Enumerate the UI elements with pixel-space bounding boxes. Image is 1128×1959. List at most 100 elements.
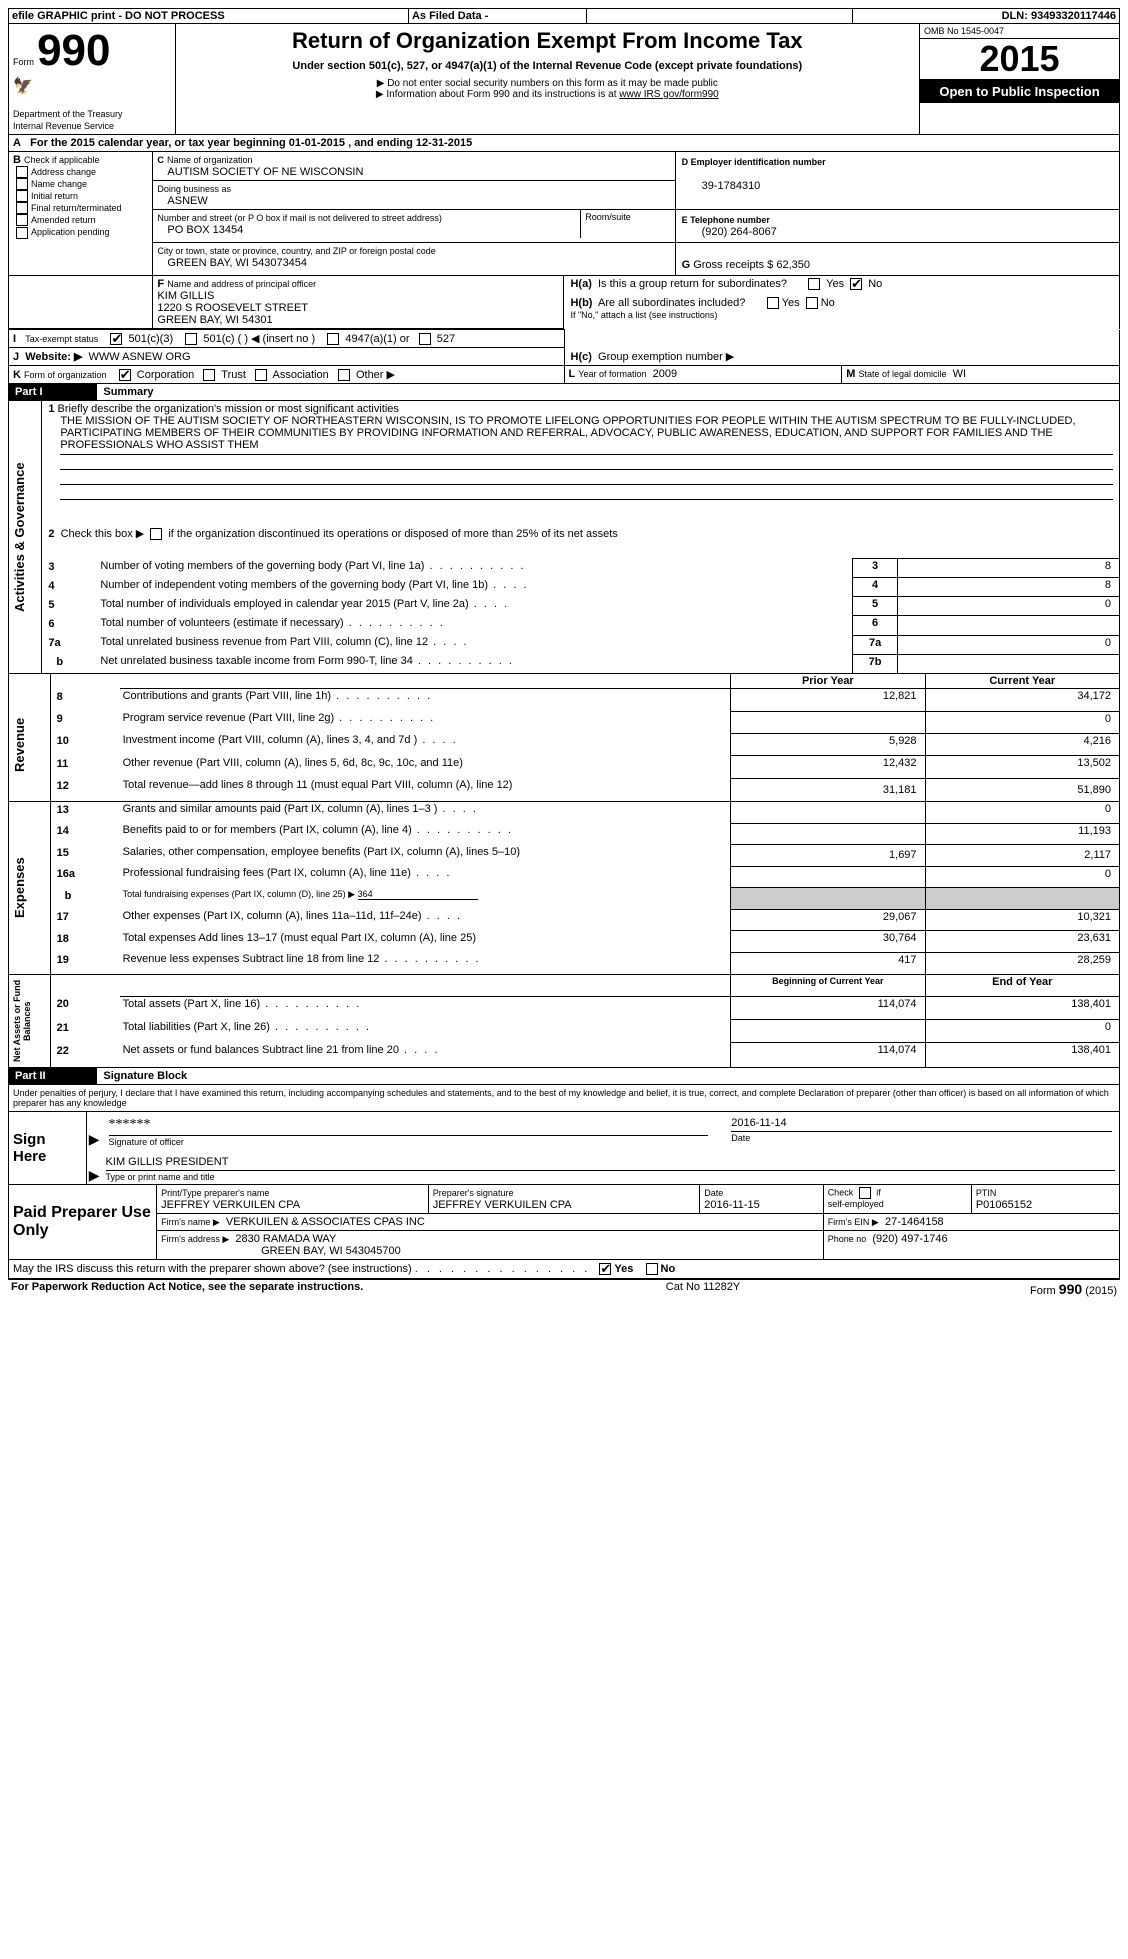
irs-link[interactable]: www IRS gov/form990 — [619, 89, 718, 100]
e15-text: Salaries, other compensation, employee b… — [123, 846, 520, 858]
l5-num: 5 — [42, 597, 98, 616]
sig-date-label: Date — [731, 1131, 1112, 1143]
check-name-change[interactable] — [16, 178, 28, 190]
tax-year: 2015 — [920, 39, 1119, 80]
row-a-date1: 01-01-2015 — [289, 137, 345, 149]
l-value: 2009 — [653, 368, 677, 380]
r12-num: 12 — [50, 778, 119, 801]
row-a-date2: 12-31-2015 — [416, 137, 472, 149]
omb-number: OMB No 1545-0047 — [920, 24, 1119, 39]
e14-prior — [731, 823, 925, 844]
firm-addr-label: Firm's address ▶ — [161, 1234, 229, 1244]
e14-text: Benefits paid to or for members (Part IX… — [123, 824, 513, 836]
line1-text: Briefly describe the organization's miss… — [58, 403, 399, 415]
line1-num: 1 — [48, 403, 54, 415]
l7b-val — [897, 654, 1119, 674]
discuss-yes-check[interactable] — [599, 1263, 611, 1275]
check-initial-return[interactable] — [16, 190, 28, 202]
box-b-label: B — [13, 154, 21, 166]
e17-curr: 10,321 — [925, 909, 1119, 930]
dba-label: Doing business as — [157, 184, 231, 194]
k-opt4: Other ▶ — [356, 369, 395, 381]
n22-c1: 114,074 — [731, 1043, 925, 1067]
n21-text: Total liabilities (Part X, line 26) — [123, 1021, 371, 1033]
n22-c2: 138,401 — [925, 1043, 1119, 1067]
l4-box: 4 — [853, 578, 897, 597]
paid-label: Paid Preparer Use Only — [9, 1185, 157, 1260]
hb-text: Are all subordinates included? — [598, 297, 745, 309]
i-opt1: 501(c)(3) — [129, 333, 174, 345]
l5-text: Total number of individuals employed in … — [100, 598, 509, 610]
part1-label: Part I — [9, 384, 98, 401]
j-text: Website: ▶ — [25, 351, 82, 363]
g-text: Gross receipts $ — [693, 259, 773, 271]
ha-yes-check[interactable] — [808, 278, 820, 290]
l3-num: 3 — [42, 559, 98, 578]
page-footer: For Paperwork Reduction Act Notice, see … — [8, 1280, 1120, 1298]
row-a: A For the 2015 calendar year, or tax yea… — [8, 135, 1120, 152]
m-value: WI — [953, 368, 966, 380]
e18-curr: 23,631 — [925, 931, 1119, 952]
discuss-no-check[interactable] — [646, 1263, 658, 1275]
e-label: E Telephone number — [682, 215, 770, 225]
check-501c[interactable] — [185, 333, 197, 345]
e19-prior: 417 — [731, 952, 925, 974]
check-501c3[interactable] — [110, 333, 122, 345]
check-address-change[interactable] — [16, 166, 28, 178]
check-self-employed[interactable] — [859, 1187, 871, 1199]
check-trust[interactable] — [203, 369, 215, 381]
e16b-num: b — [50, 888, 119, 909]
officer-street: 1220 S ROOSEVELT STREET — [157, 302, 308, 314]
n20-num: 20 — [50, 996, 119, 1019]
gov-label: Activities & Governance — [12, 402, 27, 672]
r12-prior: 31,181 — [731, 778, 925, 801]
name-arrow-icon: ▶ — [89, 1167, 100, 1183]
e13-curr: 0 — [925, 801, 1119, 823]
n21-c1 — [731, 1020, 925, 1043]
firm-ein: 27-1464158 — [885, 1216, 944, 1228]
discuss-text: May the IRS discuss this return with the… — [13, 1263, 412, 1275]
check-4947[interactable] — [327, 333, 339, 345]
prep-date-label: Date — [704, 1188, 723, 1198]
b-item-3: Final return/terminated — [31, 203, 122, 213]
r8-curr: 34,172 — [925, 689, 1119, 711]
check-other[interactable] — [338, 369, 350, 381]
e16b-inline: 364 — [358, 889, 478, 900]
street-label: Number and street (or P O box if mail is… — [157, 213, 441, 223]
exp-label: Expenses — [12, 803, 27, 973]
e17-prior: 29,067 — [731, 909, 925, 930]
check-assoc[interactable] — [255, 369, 267, 381]
e13-num: 13 — [50, 801, 119, 823]
check-amended-return[interactable] — [16, 214, 28, 226]
r11-num: 11 — [50, 756, 119, 778]
ha-no-check[interactable] — [850, 278, 862, 290]
r11-prior: 12,432 — [731, 756, 925, 778]
c-label: C — [157, 155, 164, 165]
header-note2: ▶ Information about Form 990 and its ins… — [376, 89, 619, 100]
open-inspection: Open to Public Inspection — [920, 80, 1119, 103]
check-discontinued[interactable] — [150, 528, 162, 540]
hb-no: No — [821, 297, 835, 309]
hb-yes-check[interactable] — [767, 297, 779, 309]
check-final-return[interactable] — [16, 202, 28, 214]
sig-date: 2016-11-14 — [731, 1117, 786, 1129]
e16b-prior-gray — [731, 888, 925, 909]
hb-note: If "No," attach a list (see instructions… — [570, 310, 717, 320]
e19-text: Revenue less expenses Subtract line 18 f… — [123, 953, 481, 965]
check-application-pending[interactable] — [16, 227, 28, 239]
self-employed-cell: Check ifself-employed — [823, 1185, 971, 1214]
l6-box: 6 — [853, 616, 897, 635]
l7a-box: 7a — [853, 635, 897, 654]
m-text: State of legal domicile — [858, 369, 946, 379]
e13-text: Grants and similar amounts paid (Part IX… — [123, 803, 478, 815]
discuss-line: May the IRS discuss this return with the… — [8, 1260, 1120, 1280]
hb-no-check[interactable] — [806, 297, 818, 309]
f-text: Name and address of principal officer — [167, 279, 316, 289]
e17-text: Other expenses (Part IX, column (A), lin… — [123, 910, 462, 922]
b-item-1: Name change — [31, 179, 87, 189]
l6-val — [897, 616, 1119, 635]
b-item-2: Initial return — [31, 191, 78, 201]
check-527[interactable] — [419, 333, 431, 345]
c-name-label: Name of organization — [167, 155, 253, 165]
check-corp[interactable] — [119, 369, 131, 381]
